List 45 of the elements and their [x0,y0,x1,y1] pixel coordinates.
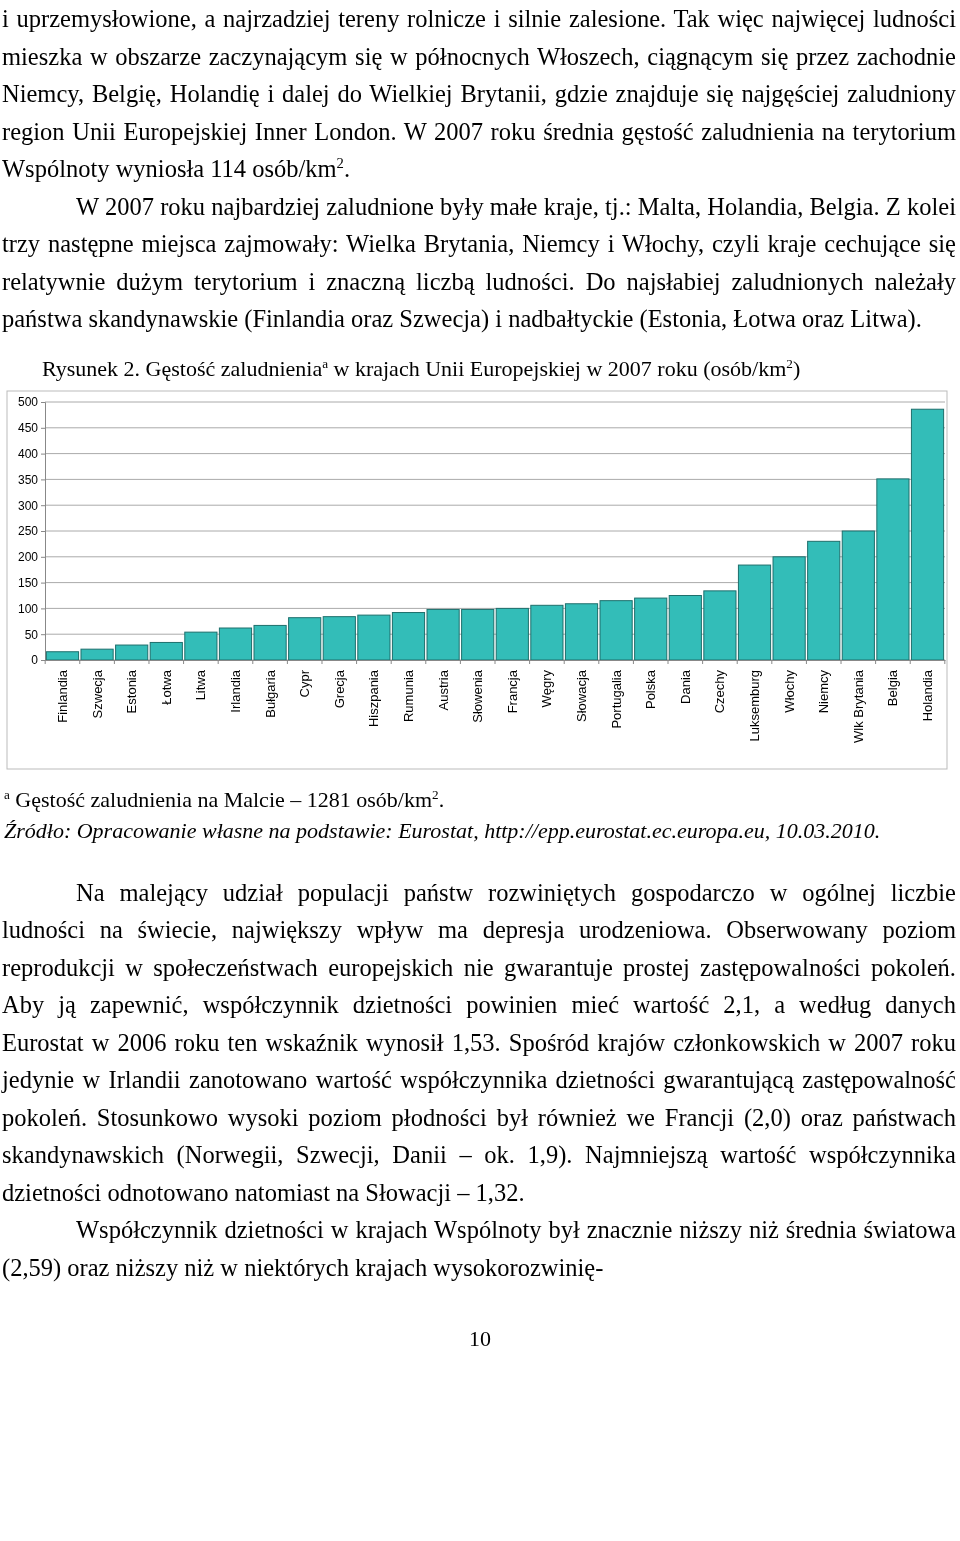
x-tick-label: Holandia [920,668,936,721]
chart-title: Rysunek 2. Gęstość zaludnienia$^{a}$ w krajach Unii Europejskiej w 2007 roku (osób/km$^{2}$) [42,355,802,382]
y-tick-label: 250 [17,523,39,538]
x-tick-label: Bułgaria [262,668,278,718]
x-tick-label: Słowacja [574,668,590,722]
x-tick-label: Dania [677,668,693,704]
x-tick-label: Luksemburg [747,669,763,742]
x-tick-label: Włochy [781,669,797,713]
x-tick-label: Niemcy [816,669,832,713]
x-tick-label: Węgry [539,669,555,708]
text: Na malejący udział populacji państw rozwiniętych gospodarczo w ogólnej liczbie ludności na świecie, największy wpływ ma depresja urodzeniowa. Obserwowany poziom reprodukcji w społeczeństwach europejskich nie gwarantuje prostej zastępowalności pokoleń. Aby ją zapewnić, współczynnik dzietności powinien mieć wartość 2,1, a według danych Eurostat w 2006 roku ten wskaźnik wynosił 1,53. Spośród krajów członkowskich w 2007 roku jedynie w Irlandii zanotowano wartość współczynnika dzietności gwarantującą zastępowalność pokoleń. Stosunkowo wysoki poziom płodności był również we Francji (2,0) oraz państwach skandynawskich (Norwegii, Szwecji, Danii – ok. 1,9). Najmniejszą wartość współczynnika dzietności odnotowano natomiast na Słowacji – 1,32. [2,878,956,1206]
x-tick-label: Estonia [124,668,140,713]
x-tick-label: Hiszpania [366,668,382,727]
y-tick-label: 150 [17,575,39,590]
y-tick-label: 300 [17,498,39,513]
text: W 2007 roku najbardziej zaludnione były małe kraje, tj.: Malta, Holandia, Belgia. Z kolei trzy następne miejsca zajmowały: Wielka Brytania, Niemcy i Włochy, czyli kraje cechujące się relatywnie dużym terytorium i znaczną liczbą ludności. Do najsłabiej zaludnionych należały państwa skandynawskie (Finlandia oraz Szwecja) i nadbałtyckie (Estonia, Łotwa oraz Litwa). [2,191,956,335]
y-tick-label: 500 [17,394,39,409]
y-tick-label: 200 [17,549,39,564]
x-tick-label: Czechy [712,669,728,713]
x-tick-label: Belgia [885,668,901,706]
x-tick-label: Irlandia [228,668,244,713]
y-tick-label: 50 [24,627,39,642]
x-tick-label: Słowenia [470,668,486,723]
y-tick-label: 0 [31,652,39,667]
y-tick-label: 450 [17,420,39,435]
text: Źródło: Opracowanie własne na podstawie: Eurostat, http://epp.eurostat.ec.europa.eu, 10.03.2010. [4,816,882,845]
x-tick-label: Francja [504,668,520,713]
x-tick-label: Litwa [193,668,209,700]
x-tick-label: Szwecja [89,668,105,718]
text: i uprzemysłowione, a najrzadziej tereny rolnicze i silnie zalesione. Tak więc najwięcej ludności mieszka w obszarze zaczynającym się w północnych Włoszech, ciągnącym się przez zachodnie Niemcy, Belgię, Holandię i dalej do Wielkiej Brytanii, gdzie znajduje się najgęściej zaludniony region Unii Europejskiej Inner London. W 2007 roku średnia gęstość zaludnienia na terytorium Wspólnoty wyniosła 114 osób/km$^{2}$. [2,4,956,184]
text: Współczynnik dzietności w krajach Wspólnoty był znacznie niższy niż średnia światowa (2,59) oraz niższy niż w niektórych krajach wysokorozwinię- [2,1215,956,1283]
y-tick-label: 400 [17,446,39,461]
x-tick-label: Austria [435,668,451,710]
x-tick-label: Grecja [331,668,347,708]
x-tick-label: Finlandia [55,668,71,723]
text: 10 [468,1326,492,1352]
text: $^{a}$ Gęstość zaludnienia na Malcie – 1281 osób/km$^{2}$. [4,785,446,814]
x-tick-label: Portugalia [608,668,624,729]
y-tick-label: 100 [17,601,39,616]
x-tick-label: Łotwa [158,668,174,705]
x-tick-label: Cypr [297,668,313,697]
x-tick-label: Wlk Brytania [850,668,866,743]
y-tick-label: 350 [17,472,39,487]
x-tick-label: Polska [643,668,659,709]
x-tick-label: Rumunia [401,668,417,722]
